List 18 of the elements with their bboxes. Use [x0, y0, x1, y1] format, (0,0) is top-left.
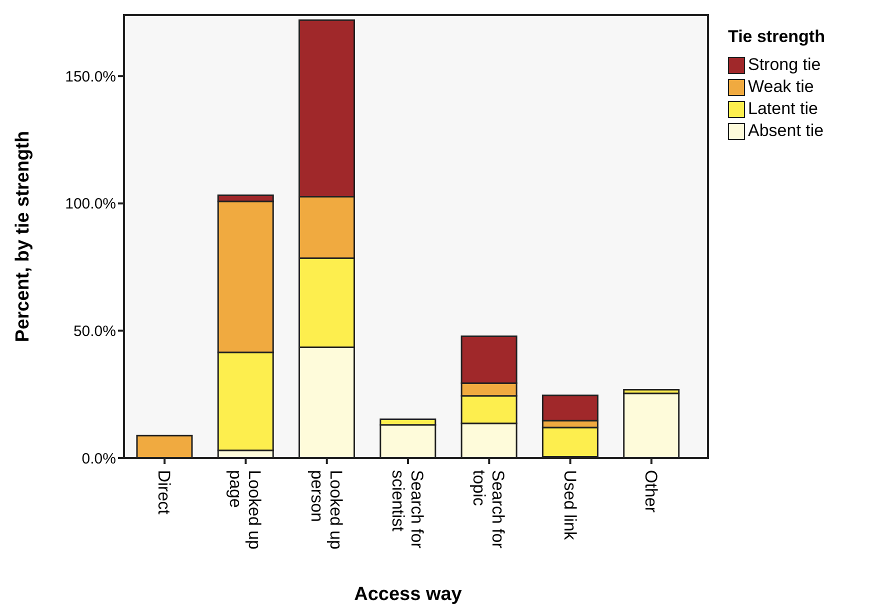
x-tick-label: Looked up person [307, 470, 346, 550]
y-tick-label: 50.0% [73, 323, 116, 340]
y-axis-title: Percent, by tie strength [12, 130, 34, 342]
legend-label: Weak tie [748, 76, 814, 98]
y-tick-label: 100.0% [65, 196, 116, 213]
legend-title: Tie strength [728, 26, 826, 48]
x-tick-label: Direct [154, 470, 174, 515]
x-tick-label: Looked up page [226, 470, 264, 550]
legend-label: Absent tie [748, 120, 824, 142]
x-axis-title: Access way [354, 584, 462, 605]
x-tick-label: Search for topic [470, 470, 508, 549]
legend-label: Strong tie [748, 54, 821, 76]
y-tick-label: 150.0% [65, 68, 116, 86]
y-tick-label: 0.0% [82, 450, 116, 468]
legend-label: Latent tie [748, 98, 818, 120]
x-tick-label: Other [641, 470, 660, 513]
x-tick-label: Search for scientist [388, 470, 426, 549]
x-tick-label: Used link [560, 470, 580, 540]
